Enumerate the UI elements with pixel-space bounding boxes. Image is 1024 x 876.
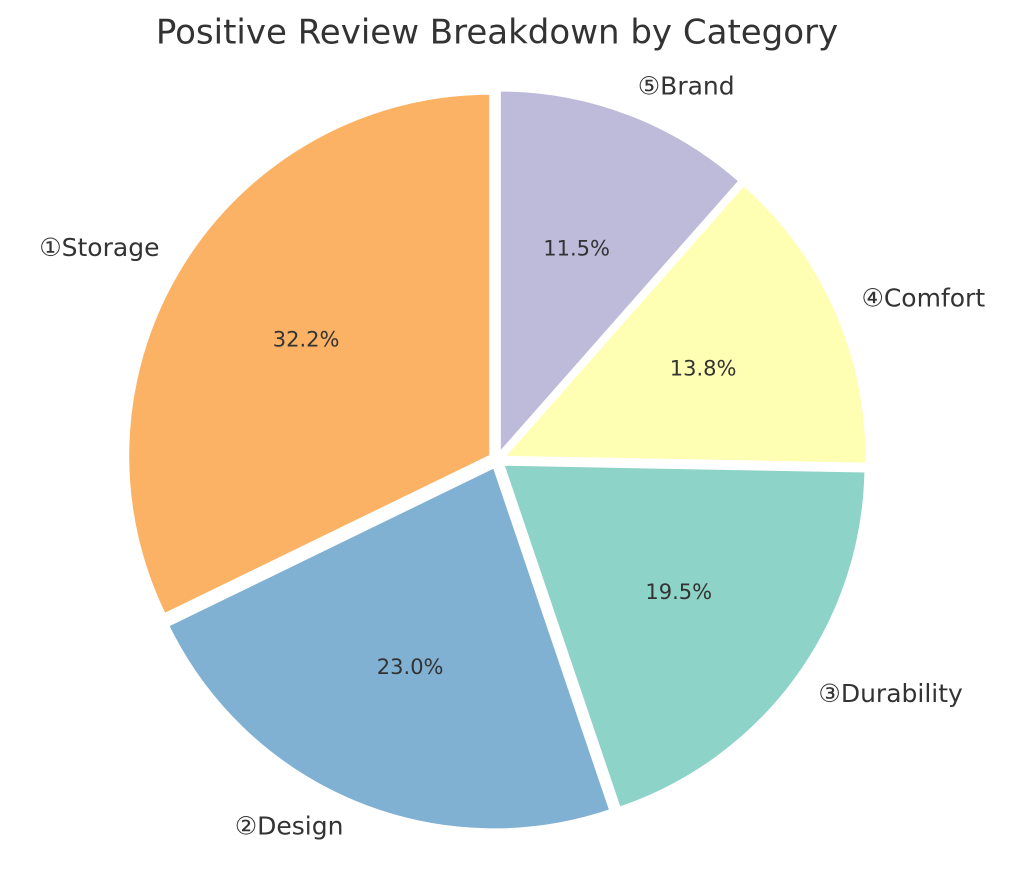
- chart-title: Positive Review Breakdown by Category: [156, 13, 838, 53]
- slice-percent: 11.5%: [543, 236, 610, 260]
- slice-label: ④Comfort: [861, 284, 985, 313]
- slice-percent: 19.5%: [645, 580, 712, 604]
- pie-slice: [502, 463, 867, 809]
- slice-percent: 32.2%: [273, 328, 340, 352]
- pie-slice: [127, 92, 492, 616]
- slice-label: ①Storage: [39, 233, 159, 262]
- pie-slice: [166, 465, 612, 831]
- slice-label: ⑤Brand: [638, 72, 735, 101]
- slice-label: ③Durability: [818, 679, 963, 708]
- slice-percent: 23.0%: [377, 655, 444, 679]
- slice-percent: 13.8%: [670, 356, 737, 380]
- pie-slice: [498, 89, 741, 456]
- slice-label: ②Design: [235, 811, 344, 840]
- pie-slice: [502, 183, 868, 465]
